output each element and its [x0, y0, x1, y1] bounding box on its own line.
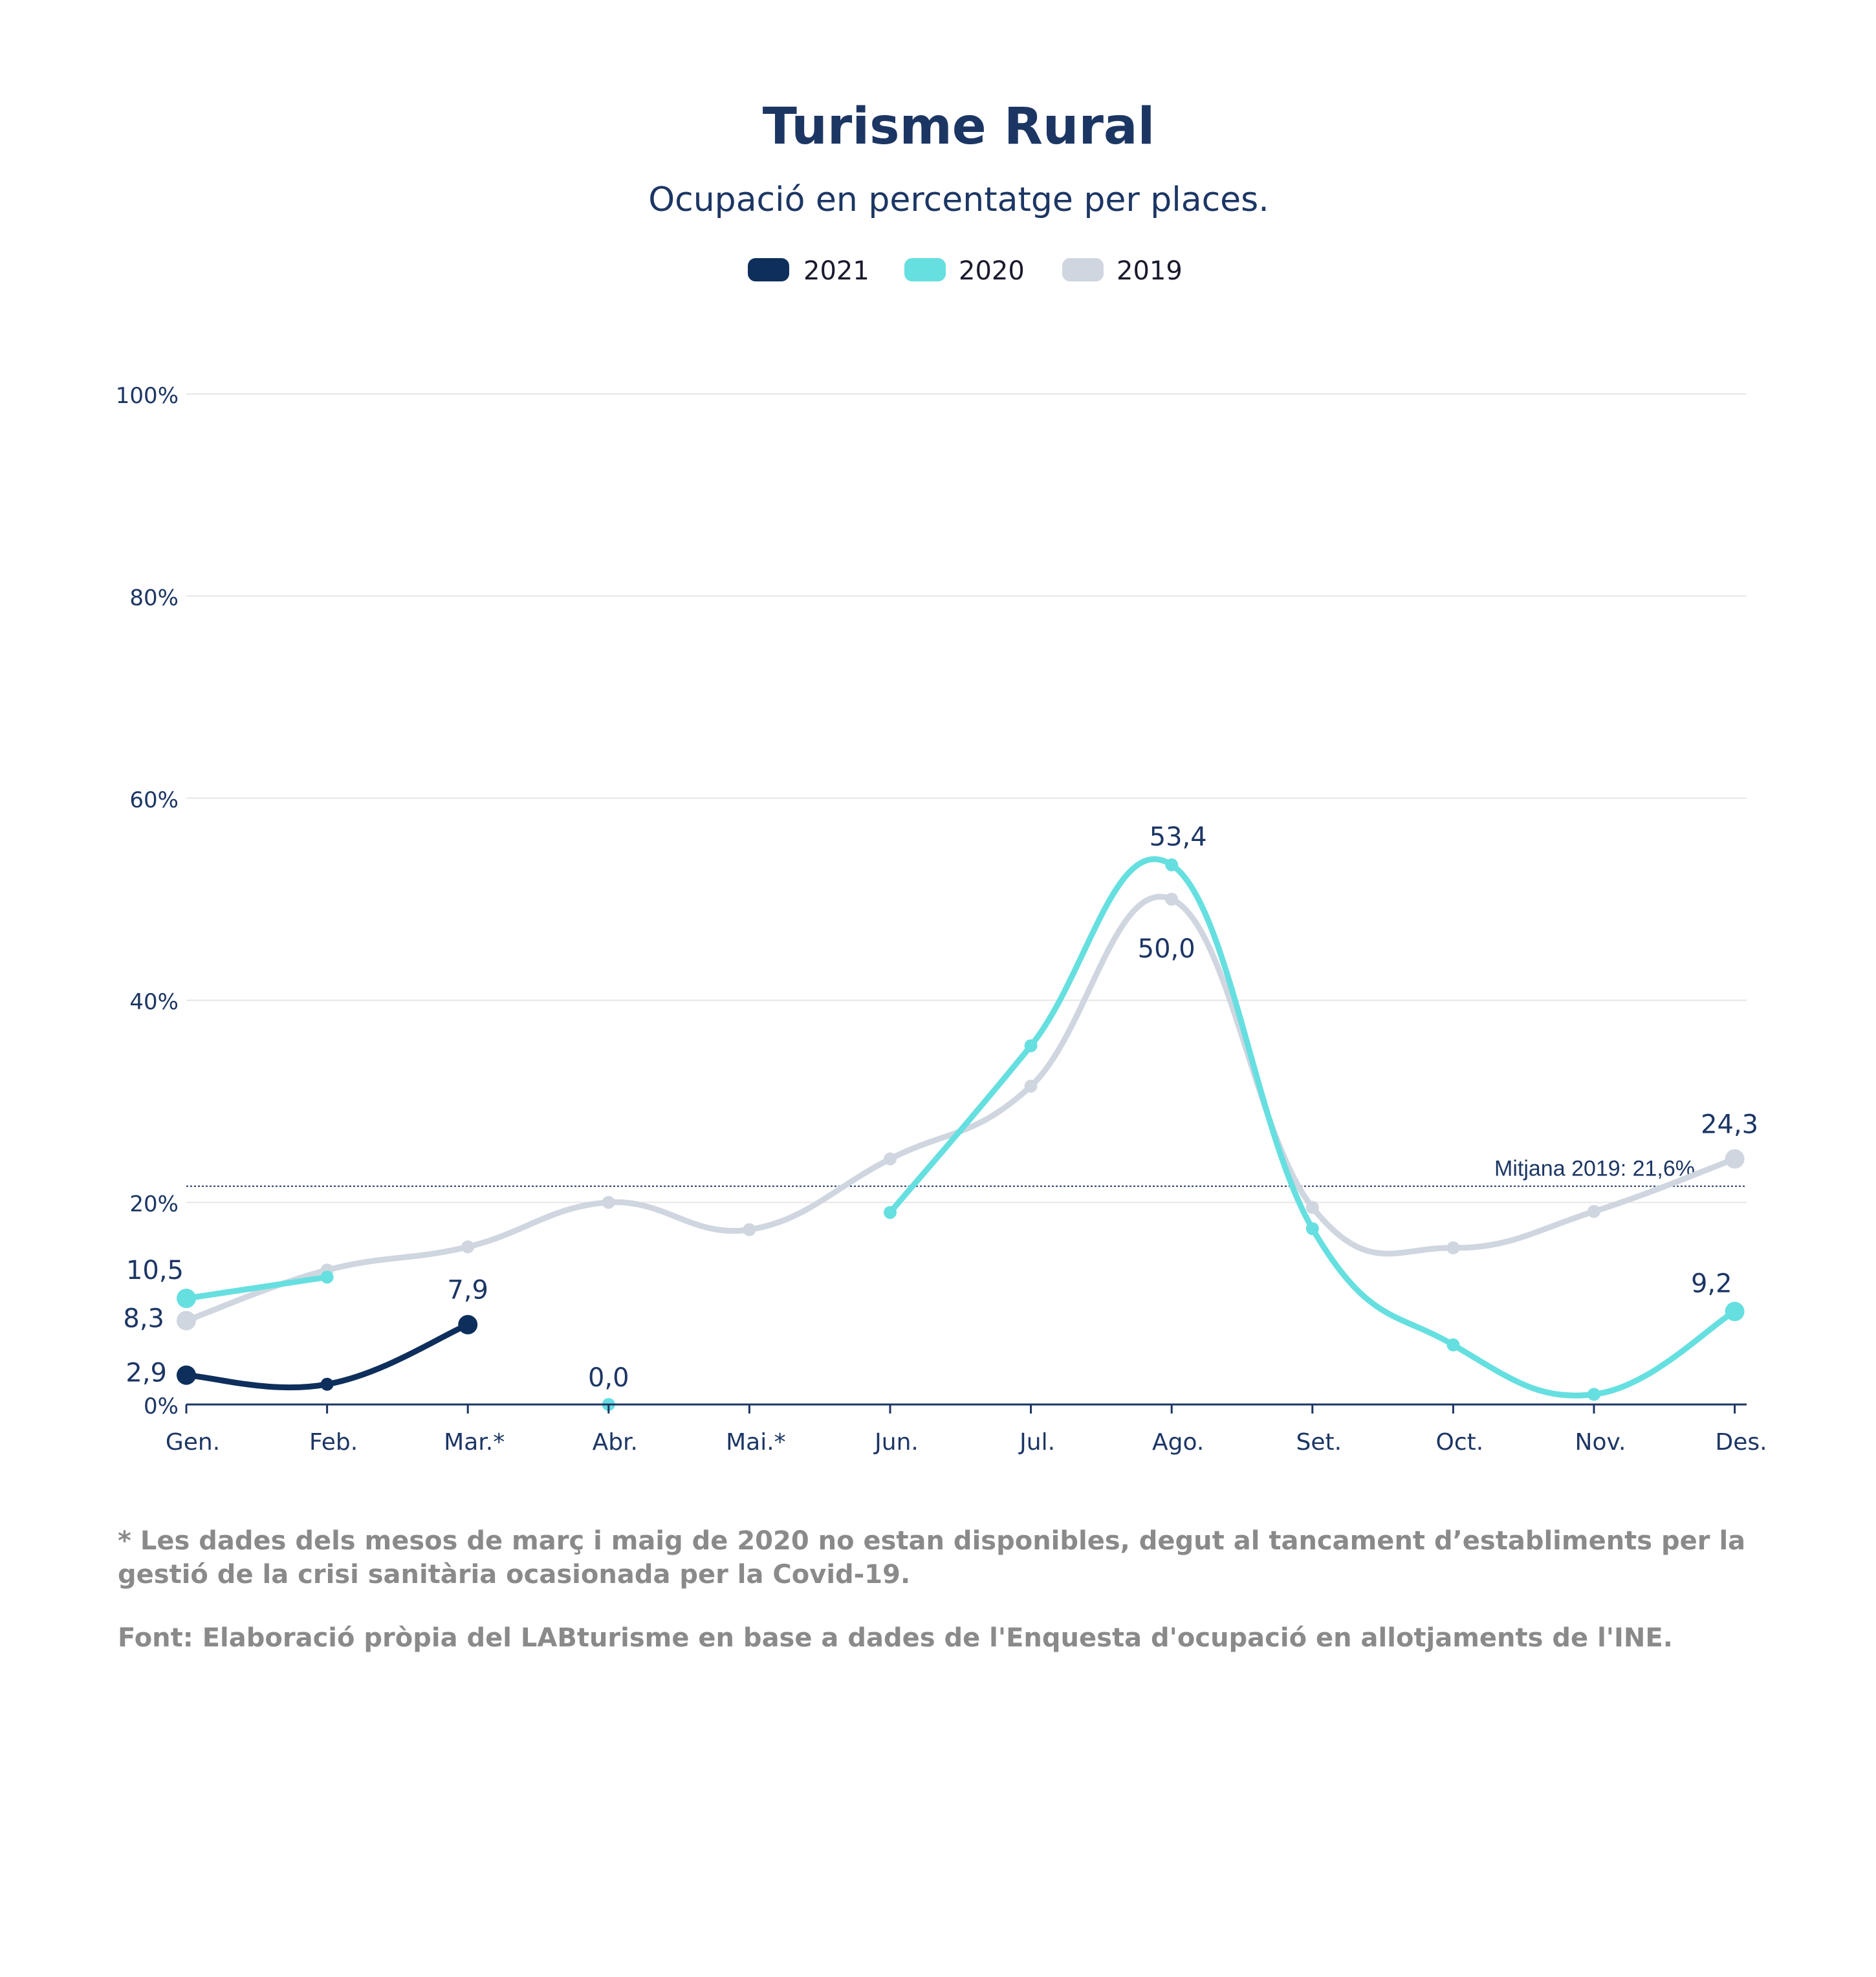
point-2020-Oct. — [1446, 1338, 1460, 1351]
y-tick-label: 20% — [129, 1192, 179, 1218]
data-label-2020: 9,2 — [1691, 1269, 1732, 1298]
data-label-2019: 50,0 — [1138, 934, 1195, 964]
point-2020-Ago. — [1165, 858, 1179, 871]
point-2019-Oct. — [1446, 1241, 1460, 1254]
data-labels: 2,9 7,9 10,5 0,0 53,4 9,2 8,3 50,0 24,3 — [123, 822, 1758, 1393]
point-2020-Des. — [1725, 1302, 1745, 1322]
point-2020-Nov. — [1587, 1388, 1600, 1401]
data-label-2021: 7,9 — [447, 1276, 488, 1305]
point-2019-Mai.* — [743, 1223, 756, 1236]
y-tick-label: 40% — [129, 989, 179, 1015]
data-label-2020: 53,4 — [1150, 822, 1207, 852]
series-line-2020 — [887, 856, 1738, 1399]
y-tick-label: 100% — [116, 383, 179, 409]
point-2019-Ago. — [1165, 893, 1179, 906]
x-tick-label: Set. — [1296, 1429, 1342, 1456]
x-tick-label: Jul. — [1018, 1429, 1055, 1456]
legend-swatch-2019 — [1062, 258, 1104, 281]
data-label-2021: 2,9 — [125, 1359, 167, 1388]
point-2021-Gen. — [177, 1365, 196, 1385]
point-2020-Jul. — [1024, 1039, 1038, 1053]
data-label-2020: 10,5 — [126, 1256, 184, 1285]
y-tick-label: 0% — [144, 1393, 179, 1419]
chart-title: Turisme Rural — [763, 98, 1155, 156]
point-2019-Nov. — [1587, 1205, 1600, 1218]
series-2021 — [177, 1315, 478, 1391]
footnote: * Les dades dels mesos de març i maig de… — [118, 1526, 1746, 1589]
point-2021-Mar.* — [458, 1315, 478, 1335]
gridlines — [186, 393, 1747, 1203]
legend-swatch-2021 — [748, 258, 789, 281]
y-tick-label: 80% — [129, 585, 179, 611]
point-2019-Mar.* — [461, 1240, 475, 1254]
x-tick-label: Abr. — [593, 1429, 638, 1456]
point-2020-Gen. — [177, 1288, 196, 1308]
series-line-2019 — [183, 893, 1738, 1324]
x-tick-label: Ago. — [1152, 1429, 1204, 1456]
legend-swatch-2020 — [904, 258, 946, 281]
source-note: Font: Elaboració pròpia del LABturisme e… — [118, 1623, 1673, 1653]
data-label-2019: 8,3 — [123, 1304, 164, 1333]
x-tick-label: Mar.* — [444, 1429, 505, 1456]
series-line-2020 — [183, 1274, 331, 1302]
legend-label-2019: 2019 — [1117, 256, 1183, 286]
point-2019-Des. — [1725, 1149, 1745, 1169]
point-2020-Jun. — [884, 1206, 897, 1219]
x-tick-label: Mai.* — [726, 1429, 786, 1456]
y-tick-label: 60% — [129, 787, 179, 813]
x-tick-label: Des. — [1716, 1429, 1767, 1456]
point-2019-Set. — [1305, 1201, 1319, 1214]
line-chart: Turisme Rural Ocupació en percentatge pe… — [116, 98, 1767, 1456]
point-2019-Jul. — [1024, 1079, 1038, 1093]
legend-label-2021: 2021 — [803, 256, 869, 286]
x-tick-label: Oct. — [1436, 1429, 1484, 1456]
x-tick-label: Jun. — [873, 1429, 919, 1456]
series-2020 — [177, 856, 1745, 1411]
x-tick-label: Gen. — [166, 1429, 220, 1456]
chart-subtitle: Ocupació en percentatge per places. — [648, 180, 1269, 219]
x-axis: Gen. Feb. Mar.* Abr. Mai.* Jun. Jul. Ago. Set. Oc… — [166, 1403, 1767, 1456]
point-2020-Set. — [1305, 1222, 1319, 1236]
series-2019 — [177, 893, 1745, 1331]
x-tick-label: Nov. — [1575, 1429, 1626, 1456]
point-2019-Gen. — [177, 1311, 196, 1331]
point-2021-Feb. — [320, 1377, 334, 1391]
average-line: Mitjana 2019: 21,6% — [186, 1157, 1747, 1187]
legend: 2021 2020 2019 — [748, 256, 1183, 286]
data-label-2020: 0,0 — [588, 1363, 629, 1393]
x-tick-label: Feb. — [309, 1429, 358, 1456]
data-label-2019: 24,3 — [1701, 1109, 1758, 1139]
point-2019-Abr. — [602, 1196, 615, 1209]
point-2019-Jun. — [884, 1152, 897, 1166]
average-label: Mitjana 2019: 21,6% — [1494, 1157, 1695, 1181]
series-lines — [177, 856, 1745, 1411]
y-axis: 0% 20% 40% 60% 80% 100% — [116, 383, 179, 1419]
legend-label-2020: 2020 — [959, 256, 1025, 286]
point-2020-Feb. — [320, 1271, 334, 1284]
